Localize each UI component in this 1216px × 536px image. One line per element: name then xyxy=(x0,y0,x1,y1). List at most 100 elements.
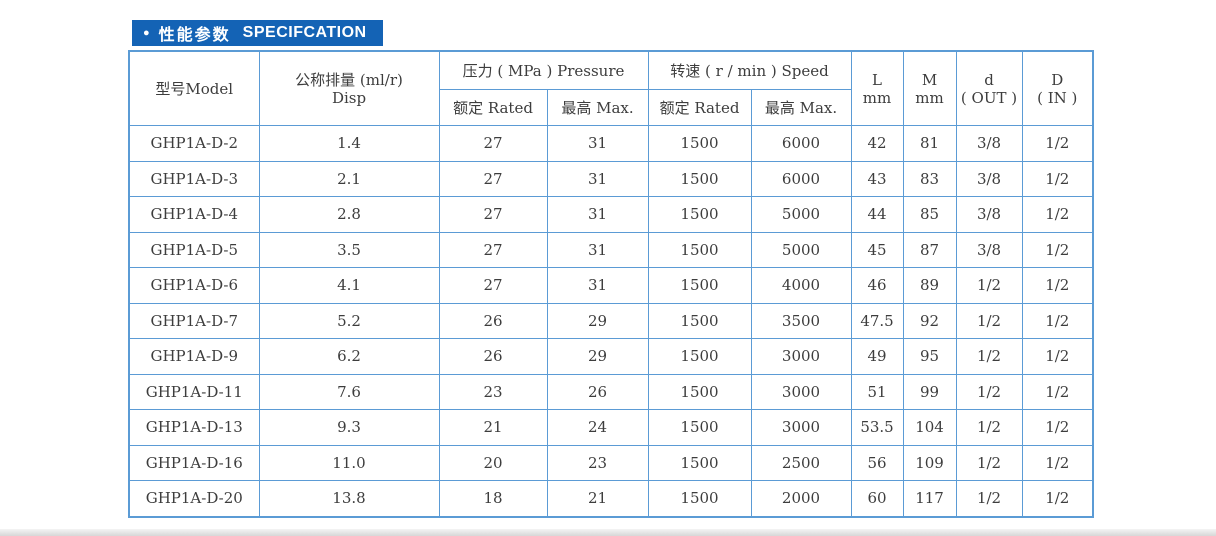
cell-speed-max: 3000 xyxy=(750,409,852,446)
cell-l-mm: 46 xyxy=(850,267,904,304)
col-header-m-line2: mm xyxy=(915,88,944,107)
cell-m-mm: 81 xyxy=(902,125,957,162)
cell-displacement: 7.6 xyxy=(258,373,440,410)
table-row: GHP1A-D-11 7.6 23 26 1500 3000 51 99 1/2 1/2 xyxy=(128,373,1094,410)
cell-d-in: 1/2 xyxy=(1021,231,1094,268)
cell-model: GHP1A-D-11 xyxy=(128,373,260,410)
table-row: GHP1A-D-13 9.3 21 24 1500 3000 53.5 104 1/2 1/2 xyxy=(128,409,1094,446)
cell-d-out: 1/2 xyxy=(955,338,1023,375)
cell-speed-rated: 1500 xyxy=(647,444,752,481)
cell-model: GHP1A-D-5 xyxy=(128,231,260,268)
cell-speed-max: 6000 xyxy=(750,125,852,162)
cell-d-out: 3/8 xyxy=(955,196,1023,233)
cell-speed-rated: 1500 xyxy=(647,160,752,197)
cell-speed-rated: 1500 xyxy=(647,231,752,268)
cell-model: GHP1A-D-6 xyxy=(128,267,260,304)
bullet-icon: ● xyxy=(143,26,150,39)
cell-pressure-max: 31 xyxy=(546,196,649,233)
cell-d-out: 3/8 xyxy=(955,160,1023,197)
cell-d-in: 1/2 xyxy=(1021,444,1094,481)
cell-speed-max: 3000 xyxy=(750,373,852,410)
cell-displacement: 6.2 xyxy=(258,338,440,375)
cell-pressure-rated: 27 xyxy=(438,231,548,268)
col-header-d-out-line1: d xyxy=(984,70,994,89)
col-header-l-line2: mm xyxy=(862,88,892,107)
cell-d-out: 1/2 xyxy=(955,373,1023,410)
cell-speed-rated: 1500 xyxy=(647,302,752,339)
cell-d-out: 1/2 xyxy=(955,480,1023,517)
table-row: GHP1A-D-2 1.4 27 31 1500 6000 42 81 3/8 1/2 xyxy=(128,125,1094,162)
cell-speed-rated: 1500 xyxy=(647,125,752,162)
cell-d-in: 1/2 xyxy=(1021,267,1094,304)
cell-speed-rated: 1500 xyxy=(647,480,752,517)
table-body: GHP1A-D-2 1.4 27 31 1500 6000 42 81 3/8 1/2 GHP1A-… xyxy=(128,125,1094,517)
cell-m-mm: 95 xyxy=(902,338,957,375)
col-header-displacement: 公称排量 (ml/r) Disp xyxy=(258,50,440,126)
cell-pressure-rated: 27 xyxy=(438,196,548,233)
col-header-speed-max: 最高 Max. xyxy=(750,89,852,126)
col-header-l-line1: L xyxy=(872,70,882,89)
table-row: GHP1A-D-5 3.5 27 31 1500 5000 45 87 3/8 1/2 xyxy=(128,231,1094,268)
col-header-speed-rated: 额定 Rated xyxy=(647,89,752,126)
cell-m-mm: 109 xyxy=(902,444,957,481)
section-title-cn: 性能参数 xyxy=(158,27,231,44)
cell-l-mm: 56 xyxy=(850,444,904,481)
cell-l-mm: 47.5 xyxy=(850,302,904,339)
cell-m-mm: 89 xyxy=(902,267,957,304)
cell-d-in: 1/2 xyxy=(1021,160,1094,197)
section-title-bar: ● 性能参数 SPECIFCATION xyxy=(132,20,383,46)
page-bottom-edge xyxy=(0,529,1216,536)
cell-pressure-rated: 26 xyxy=(438,302,548,339)
cell-pressure-max: 29 xyxy=(546,338,649,375)
col-header-d-out-line2: ( OUT ) xyxy=(960,88,1018,107)
cell-pressure-max: 31 xyxy=(546,160,649,197)
cell-displacement: 4.1 xyxy=(258,267,440,304)
cell-displacement: 3.5 xyxy=(258,231,440,268)
cell-pressure-max: 31 xyxy=(546,267,649,304)
col-header-pressure-rated: 额定 Rated xyxy=(438,89,548,126)
cell-l-mm: 60 xyxy=(850,480,904,517)
cell-d-in: 1/2 xyxy=(1021,196,1094,233)
cell-model: GHP1A-D-9 xyxy=(128,338,260,375)
cell-model: GHP1A-D-4 xyxy=(128,196,260,233)
cell-pressure-max: 29 xyxy=(546,302,649,339)
table-row: GHP1A-D-4 2.8 27 31 1500 5000 44 85 3/8 1/2 xyxy=(128,196,1094,233)
cell-pressure-rated: 18 xyxy=(438,480,548,517)
cell-model: GHP1A-D-2 xyxy=(128,125,260,162)
cell-model: GHP1A-D-20 xyxy=(128,480,260,517)
cell-d-in: 1/2 xyxy=(1021,302,1094,339)
cell-m-mm: 104 xyxy=(902,409,957,446)
cell-speed-max: 4000 xyxy=(750,267,852,304)
col-header-d-in-line2: ( IN ) xyxy=(1037,88,1078,107)
table-row: GHP1A-D-7 5.2 26 29 1500 3500 47.5 92 1/2 1/2 xyxy=(128,302,1094,339)
cell-d-out: 1/2 xyxy=(955,267,1023,304)
cell-speed-max: 3000 xyxy=(750,338,852,375)
cell-d-out: 1/2 xyxy=(955,444,1023,481)
cell-speed-max: 2000 xyxy=(750,480,852,517)
cell-l-mm: 42 xyxy=(850,125,904,162)
cell-speed-max: 2500 xyxy=(750,444,852,481)
cell-displacement: 2.1 xyxy=(258,160,440,197)
table-row: GHP1A-D-20 13.8 18 21 1500 2000 60 117 1/2 1/2 xyxy=(128,480,1094,517)
section-title-en: SPECIFCATION xyxy=(242,24,367,41)
cell-m-mm: 99 xyxy=(902,373,957,410)
cell-pressure-rated: 27 xyxy=(438,125,548,162)
cell-speed-rated: 1500 xyxy=(647,373,752,410)
col-header-pressure-max: 最高 Max. xyxy=(546,89,649,126)
cell-l-mm: 49 xyxy=(850,338,904,375)
cell-pressure-rated: 21 xyxy=(438,409,548,446)
cell-m-mm: 117 xyxy=(902,480,957,517)
cell-pressure-rated: 26 xyxy=(438,338,548,375)
cell-d-in: 1/2 xyxy=(1021,125,1094,162)
cell-speed-rated: 1500 xyxy=(647,409,752,446)
cell-speed-max: 6000 xyxy=(750,160,852,197)
cell-model: GHP1A-D-16 xyxy=(128,444,260,481)
cell-displacement: 2.8 xyxy=(258,196,440,233)
cell-model: GHP1A-D-13 xyxy=(128,409,260,446)
cell-d-in: 1/2 xyxy=(1021,409,1094,446)
cell-d-out: 1/2 xyxy=(955,302,1023,339)
cell-pressure-max: 26 xyxy=(546,373,649,410)
cell-d-out: 3/8 xyxy=(955,231,1023,268)
col-header-displacement-line2: Disp xyxy=(331,88,367,107)
cell-speed-max: 5000 xyxy=(750,231,852,268)
